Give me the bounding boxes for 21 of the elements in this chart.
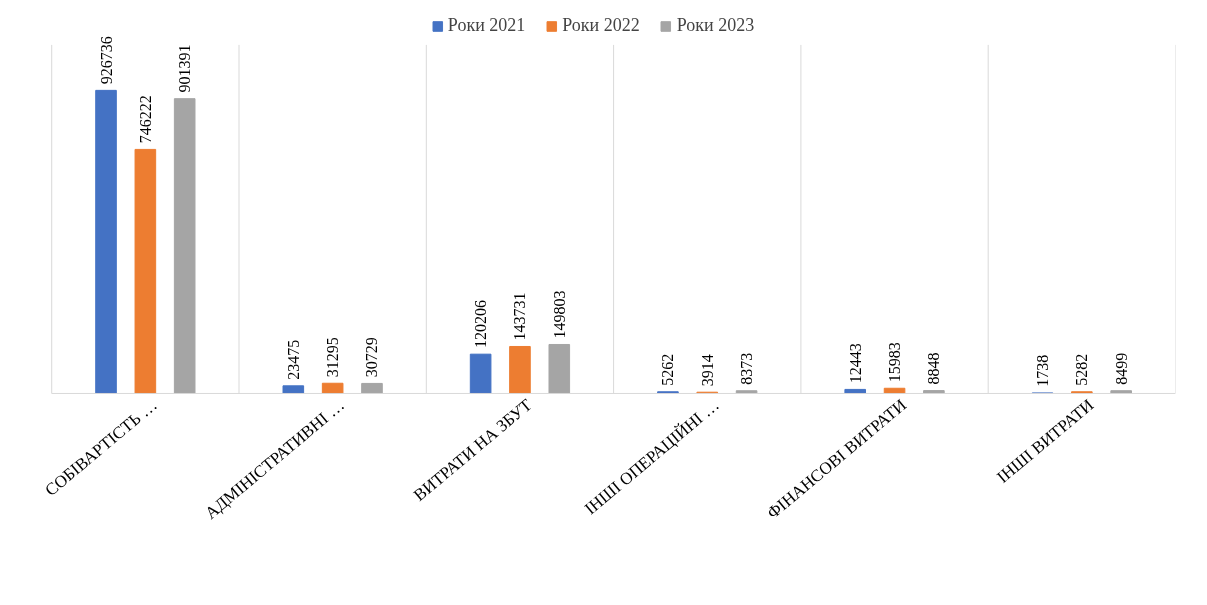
data-label: 5262 [659,353,677,386]
data-label: 31295 [324,337,342,378]
data-label: 149803 [550,290,568,339]
data-label: 746222 [136,95,154,144]
data-label: 15983 [886,342,904,383]
data-label: 30729 [363,337,381,378]
data-label: 901391 [176,44,194,93]
data-label: 8373 [738,352,756,385]
legend-label: Роки 2021 [447,15,526,36]
data-label: 120206 [472,300,490,349]
data-label: 8499 [1112,352,1130,385]
data-label: 1738 [1034,354,1052,387]
data-label: 926736 [97,36,115,85]
data-label: 143731 [511,292,529,341]
data-label: 3914 [698,354,716,387]
legend-label: Роки 2022 [562,15,640,36]
data-label: 23475 [284,339,302,380]
data-label: 5282 [1073,353,1091,386]
legend-label: Роки 2023 [676,15,755,36]
data-label: 8848 [925,352,943,385]
data-label: 12443 [846,343,864,384]
